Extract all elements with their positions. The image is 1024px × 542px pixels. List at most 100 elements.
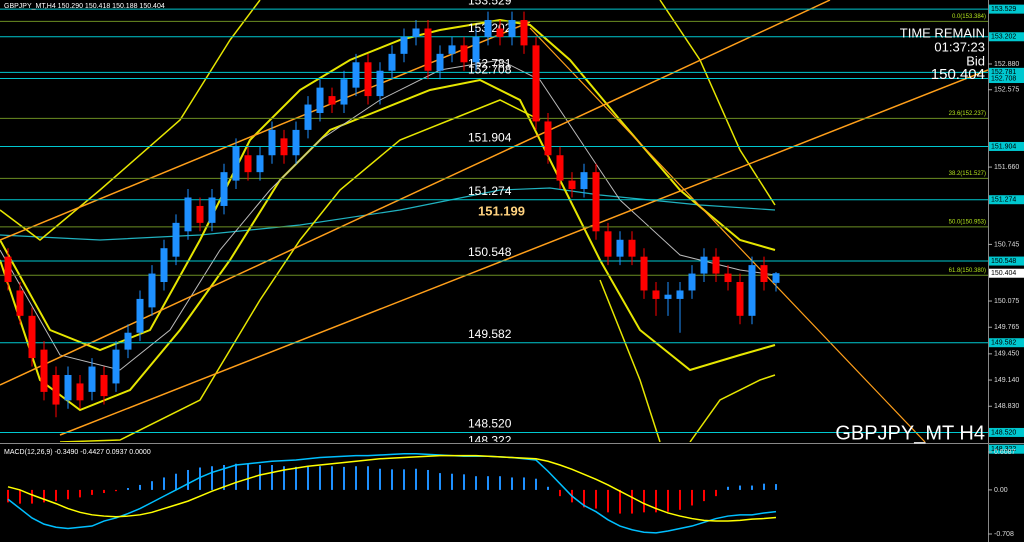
candle-body: [364, 62, 372, 97]
candle-body: [172, 222, 180, 257]
price-box-label: 153.529: [991, 6, 1016, 13]
candle-body: [52, 374, 60, 405]
candle-body: [280, 138, 288, 156]
level-label: 151.274: [468, 184, 512, 198]
price-box: [989, 67, 1024, 77]
candle-body: [352, 62, 360, 88]
y-tick-label: 152.880: [994, 61, 1019, 68]
band: [59, 99, 541, 442]
price-box-label: 149.582: [991, 340, 1016, 347]
candle-body: [388, 53, 396, 71]
candle-body: [196, 205, 204, 223]
candle-body: [112, 349, 120, 384]
macd-line: [7, 453, 777, 534]
candle-body: [556, 155, 564, 181]
price-box: [989, 256, 1024, 266]
price-box: [989, 32, 1024, 42]
candle-body: [652, 290, 660, 299]
candle-body: [592, 172, 600, 232]
macd-panel: [7, 453, 777, 534]
price-box-label: 151.274: [991, 197, 1016, 204]
candle-body: [304, 104, 312, 130]
y-tick-label: -0.708: [994, 531, 1014, 538]
candle-body: [328, 96, 336, 105]
candle-body: [484, 20, 492, 37]
fib-label: 38.2(151.527): [949, 171, 986, 177]
price-box: [989, 338, 1024, 348]
candle-body: [40, 349, 48, 392]
candle-body: [376, 70, 384, 97]
candle-body: [28, 315, 36, 359]
trend-line: [59, 69, 988, 436]
candle-body: [244, 155, 252, 173]
candle-body: [124, 332, 132, 350]
candle-body: [580, 172, 588, 190]
candle-body: [460, 45, 468, 63]
candle-body: [544, 121, 552, 156]
price-panel: 0.0(153.384) 23.6(152.237) 38.2(151.527) 50…: [0, 0, 988, 442]
candle-body: [268, 129, 276, 156]
price-box: [989, 74, 1024, 84]
candle-body: [628, 239, 636, 257]
candle-body: [64, 374, 72, 401]
candle-body: [676, 290, 684, 299]
fib-label: 50.0(150.953): [949, 219, 986, 225]
candle-body: [748, 265, 756, 316]
candle-body: [736, 282, 744, 316]
candle-body: [760, 265, 768, 283]
fib-label: 61.8(150.380): [949, 268, 986, 274]
candle-body: [448, 45, 456, 54]
y-tick-label: 148.830: [994, 403, 1019, 410]
trend-line: [529, 27, 926, 442]
candle-body: [700, 256, 708, 274]
candle-body: [148, 273, 156, 308]
band: [689, 374, 776, 442]
candle-body: [568, 180, 576, 190]
candle-body: [340, 79, 348, 105]
price-box-label: 153.202: [991, 34, 1016, 41]
bid-label: Bid: [966, 53, 985, 68]
bid-box: [989, 268, 1024, 278]
level-label: 149.582: [468, 327, 512, 341]
price-box-label: 148.322: [991, 446, 1016, 453]
price-box: [989, 444, 1024, 454]
time-remain: 01:37:23: [934, 39, 985, 54]
candle-body: [604, 231, 612, 257]
candle-body: [436, 53, 444, 71]
candle-body: [316, 87, 324, 113]
band: [659, 0, 776, 206]
y-tick-label: 149.450: [994, 351, 1019, 358]
candle-body: [772, 273, 780, 283]
candle-body: [532, 45, 540, 122]
level-label: 152.708: [468, 63, 512, 77]
price-box-label: 151.904: [991, 143, 1016, 150]
candle-body: [232, 146, 240, 181]
price-box: [989, 4, 1024, 14]
level-label: 148.520: [468, 417, 512, 431]
level-label: 151.904: [468, 131, 512, 145]
bid-value: 150.404: [931, 66, 985, 83]
price-box: [989, 427, 1024, 437]
y-tick-label: 0.00: [994, 487, 1008, 494]
price-box-label: 148.520: [991, 429, 1016, 436]
band: [0, 18, 776, 352]
moving-average: [0, 187, 776, 241]
band: [0, 59, 776, 371]
level-label: 153.529: [468, 0, 512, 7]
y-tick-label: 150.745: [994, 241, 1019, 248]
candle-body: [208, 197, 216, 223]
candle-body: [4, 256, 12, 283]
price-box: [989, 141, 1024, 151]
band: [0, 0, 261, 241]
candle-body: [76, 383, 84, 401]
bid-box-label: 150.404: [991, 270, 1016, 277]
candle-body: [412, 28, 420, 37]
macd-line: [7, 454, 777, 522]
candle-body: [16, 290, 24, 316]
indicators: [0, 0, 988, 442]
price-box-label: 150.548: [991, 258, 1016, 265]
candle-body: [160, 248, 168, 283]
band: [599, 279, 661, 442]
level-label: 150.548: [468, 245, 512, 259]
candle-body: [508, 20, 516, 37]
